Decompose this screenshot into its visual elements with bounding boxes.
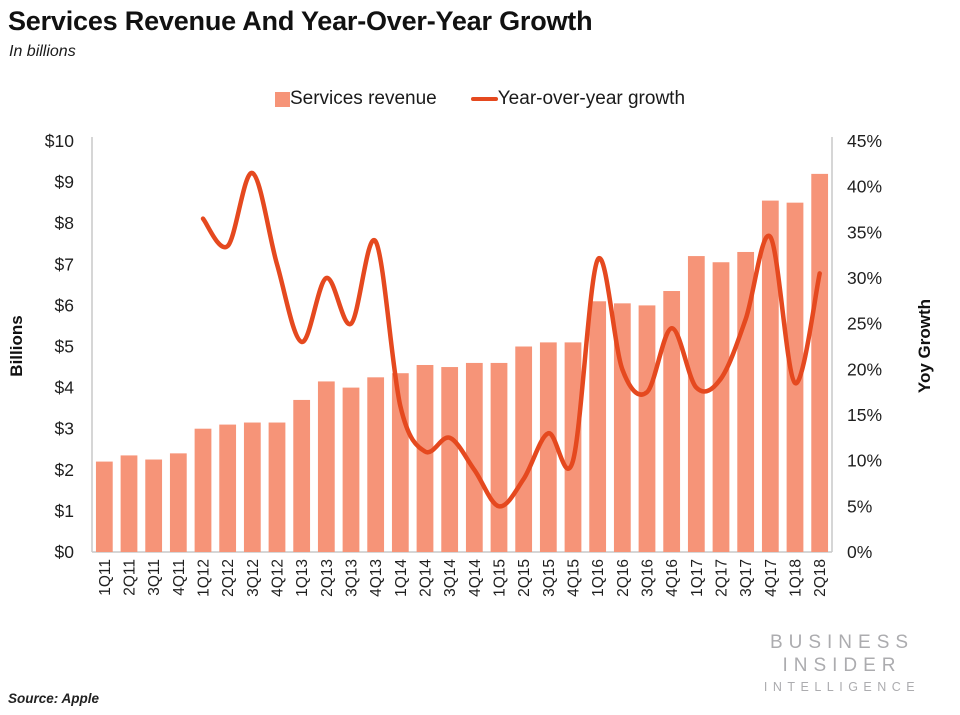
category-label-4Q16: 4Q16 [664,559,681,597]
category-label-3Q12: 3Q12 [245,559,262,597]
bar-2Q12 [219,424,237,552]
left-tick-label-$6: $6 [55,295,74,315]
category-label-2Q14: 2Q14 [418,559,435,597]
bar-4Q14 [465,362,483,552]
bar-4Q11 [169,453,187,552]
bar-4Q12 [268,422,286,552]
logo-line-3: INTELLIGENCE [763,680,921,694]
bar-3Q15 [539,342,557,552]
left-tick-label-$0: $0 [55,542,75,562]
left-tick-label-$4: $4 [55,378,75,398]
bar-2Q17 [712,262,730,552]
business-insider-intelligence-logo: BUSINESS INSIDER INTELLIGENCE [752,631,932,697]
category-label-4Q13: 4Q13 [368,559,385,597]
bar-1Q12 [194,428,212,552]
category-label-3Q11: 3Q11 [146,559,163,596]
category-label-3Q15: 3Q15 [541,559,558,597]
bar-3Q12 [243,422,261,552]
bar-4Q16 [663,291,681,552]
category-label-1Q18: 1Q18 [788,559,805,597]
category-label-2Q18: 2Q18 [812,559,829,597]
category-label-1Q15: 1Q15 [492,559,509,597]
category-label-2Q11: 2Q11 [122,559,139,596]
bar-3Q16 [638,305,656,552]
category-label-3Q17: 3Q17 [738,559,755,597]
bar-1Q13 [293,399,311,552]
bar-2Q15 [515,346,533,552]
category-label-3Q13: 3Q13 [344,559,361,597]
category-label-1Q16: 1Q16 [590,559,607,597]
legend-item-yoy-growth: Year-over-year growth [470,88,686,110]
right-tick-label-20%: 20% [847,359,882,379]
left-axis-title: Billions [7,315,26,377]
services-revenue-swatch-icon [274,91,290,107]
category-label-1Q12: 1Q12 [196,559,213,597]
bar-2Q18 [811,173,829,552]
bar-1Q16 [589,301,607,552]
left-tick-label-$3: $3 [55,419,74,439]
bar-1Q15 [490,362,508,552]
category-label-4Q11: 4Q11 [171,559,188,596]
left-tick-label-$2: $2 [55,460,74,480]
legend-label: Year-over-year growth [497,88,686,109]
category-label-2Q15: 2Q15 [516,559,533,597]
category-label-3Q14: 3Q14 [442,559,459,597]
category-label-1Q14: 1Q14 [393,559,410,597]
bar-1Q18 [786,202,804,552]
category-label-2Q12: 2Q12 [220,559,237,597]
bar-3Q11 [145,459,163,552]
chart-legend: Services revenue Year-over-year growth [0,88,960,110]
category-label-2Q13: 2Q13 [319,559,336,597]
legend-item-services-revenue: Services revenue [274,88,437,110]
bar-4Q15 [564,342,582,552]
left-tick-label-$8: $8 [55,213,74,233]
category-label-4Q15: 4Q15 [566,559,583,597]
right-tick-label-30%: 30% [847,268,882,288]
category-label-1Q11: 1Q11 [97,559,114,596]
bar-3Q13 [342,387,360,552]
category-label-3Q16: 3Q16 [640,559,657,597]
category-label-4Q17: 4Q17 [763,559,780,597]
bar-2Q16 [613,303,631,552]
category-label-4Q12: 4Q12 [270,559,287,597]
right-tick-label-0%: 0% [847,542,872,562]
bar-4Q17 [761,200,779,552]
bar-4Q13 [367,377,385,552]
right-tick-label-15%: 15% [847,405,882,425]
right-tick-label-25%: 25% [847,314,882,334]
right-tick-label-40%: 40% [847,177,882,197]
category-label-1Q13: 1Q13 [294,559,311,597]
logo-line-1: BUSINESS [769,632,915,653]
category-label-2Q17: 2Q17 [714,559,731,597]
left-tick-label-$10: $10 [45,131,74,151]
left-tick-label-$7: $7 [55,254,74,274]
yoy-growth-line [200,170,822,509]
bar-2Q11 [120,455,138,552]
category-label-2Q16: 2Q16 [615,559,632,597]
logo-line-2: INSIDER [782,655,902,676]
page-title: Services Revenue And Year-Over-Year Grow… [8,6,593,36]
bar-1Q17 [687,256,705,552]
bar-2Q13 [317,381,335,552]
page-subtitle: In billions [9,43,76,60]
source-note: Source: Apple [8,691,100,706]
left-tick-label-$9: $9 [55,172,74,192]
right-tick-label-35%: 35% [847,222,882,242]
bar-2Q14 [416,364,434,552]
legend-label: Services revenue [289,88,437,109]
category-label-4Q14: 4Q14 [467,559,484,597]
bar-3Q14 [441,367,459,552]
left-tick-label-$1: $1 [55,501,74,521]
bar-1Q11 [95,461,113,552]
right-tick-label-5%: 5% [847,496,872,516]
yoy-growth-swatch-icon [470,96,498,102]
category-label-1Q17: 1Q17 [689,559,706,597]
left-tick-label-$5: $5 [55,337,74,357]
right-axis-title: Yoy Growth [915,298,934,394]
right-tick-label-45%: 45% [847,131,882,151]
right-tick-label-10%: 10% [847,451,882,471]
